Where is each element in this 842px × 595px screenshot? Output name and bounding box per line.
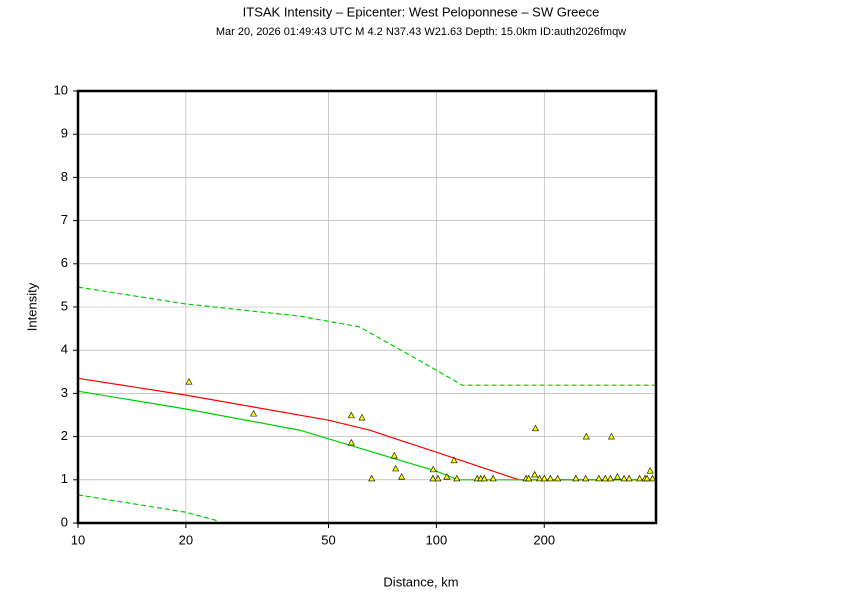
station-point: [368, 474, 376, 482]
station-point: [546, 474, 554, 482]
station-point: [398, 473, 406, 480]
intensity-curve: [77, 390, 656, 481]
station-point: [489, 474, 497, 482]
x-tick-label: 100: [426, 532, 448, 547]
station-point: [531, 424, 539, 432]
station-point: [643, 474, 651, 482]
station-point: [554, 474, 562, 482]
station-point: [649, 474, 657, 482]
station-point: [625, 474, 633, 482]
y-tick-label: 0: [61, 514, 68, 529]
station-point: [392, 464, 400, 472]
x-tick-label: 10: [71, 532, 85, 547]
station-point: [601, 474, 609, 482]
y-tick-label: 10: [54, 82, 68, 97]
y-axis-label: Intensity: [24, 282, 39, 331]
station-point: [480, 474, 488, 482]
station-point: [536, 474, 544, 482]
x-tick-label: 200: [533, 532, 555, 547]
station-point: [572, 474, 580, 482]
x-tick-label: 20: [179, 532, 193, 547]
station-point: [606, 474, 614, 482]
chart-title: ITSAK Intensity – Epicenter: West Pelopo…: [243, 4, 600, 19]
station-point: [250, 410, 258, 417]
station-point: [636, 474, 644, 482]
station-point: [646, 467, 654, 474]
x-tick-label: 50: [321, 532, 335, 547]
station-point: [531, 470, 539, 478]
y-tick-label: 1: [61, 471, 68, 486]
station-point: [390, 451, 398, 459]
station-point: [582, 432, 590, 440]
station-point: [443, 473, 451, 480]
station-point: [347, 411, 355, 419]
x-axis-label: Distance, km: [383, 574, 458, 589]
station-point: [429, 465, 437, 473]
intensity-curve: [77, 286, 656, 386]
intensity-curve: [77, 494, 218, 522]
plot-area: [77, 286, 657, 522]
grid: [77, 90, 656, 524]
station-point: [347, 438, 355, 446]
chart-subtitle: Mar 20, 2026 01:49:43 UTC M 4.2 N37.43 W…: [216, 26, 626, 38]
y-tick-label: 5: [61, 298, 68, 313]
y-tick-label: 9: [61, 126, 68, 141]
y-tick-label: 4: [61, 342, 68, 357]
y-tick-label: 6: [61, 255, 68, 270]
station-point: [582, 474, 590, 482]
station-point: [540, 474, 548, 482]
station-point: [607, 432, 615, 440]
station-point: [434, 474, 442, 482]
y-tick-label: 8: [61, 169, 68, 184]
y-tick-label: 3: [61, 385, 68, 400]
station-point: [613, 473, 621, 480]
y-tick-label: 7: [61, 212, 68, 227]
station-point: [525, 474, 533, 482]
station-point: [429, 474, 437, 482]
station-point: [453, 474, 461, 482]
station-point: [450, 456, 458, 464]
y-tick-label: 2: [61, 428, 68, 443]
station-point: [185, 378, 193, 385]
station-point: [595, 474, 603, 482]
station-point: [620, 474, 628, 482]
station-point: [358, 413, 366, 421]
